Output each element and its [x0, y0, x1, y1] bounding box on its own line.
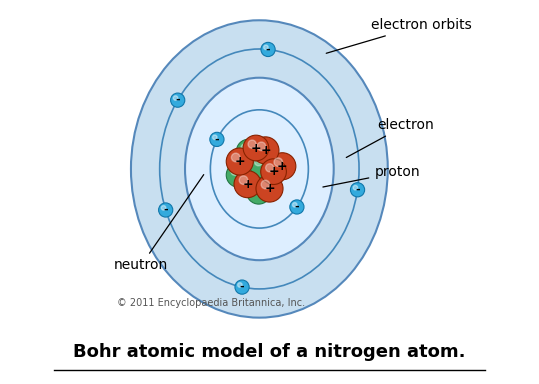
Circle shape	[293, 203, 297, 207]
Ellipse shape	[131, 20, 388, 318]
Text: -: -	[295, 202, 299, 212]
Text: +: +	[264, 182, 275, 195]
Circle shape	[234, 170, 261, 198]
Circle shape	[246, 180, 271, 204]
Circle shape	[248, 140, 256, 148]
Circle shape	[241, 144, 249, 152]
Text: -: -	[215, 134, 219, 144]
Text: © 2011 Encyclopaedia Britannica, Inc.: © 2011 Encyclopaedia Britannica, Inc.	[118, 298, 306, 308]
Circle shape	[231, 167, 239, 175]
Circle shape	[257, 142, 266, 151]
Text: +: +	[260, 144, 271, 157]
Circle shape	[238, 283, 242, 287]
Text: +: +	[268, 165, 279, 178]
Text: Bohr atomic model of a nitrogen atom.: Bohr atomic model of a nitrogen atom.	[73, 343, 466, 361]
Circle shape	[256, 175, 283, 202]
Circle shape	[250, 154, 274, 178]
Circle shape	[251, 184, 259, 192]
Text: +: +	[251, 142, 261, 154]
Circle shape	[269, 153, 296, 180]
Text: +: +	[234, 155, 245, 168]
Circle shape	[290, 200, 304, 214]
Circle shape	[226, 163, 251, 187]
Circle shape	[237, 139, 261, 164]
Circle shape	[235, 280, 249, 294]
Text: -: -	[175, 95, 180, 105]
Ellipse shape	[185, 78, 334, 260]
Text: neutron: neutron	[114, 175, 204, 272]
Circle shape	[261, 42, 275, 56]
Circle shape	[226, 148, 253, 175]
Circle shape	[210, 132, 224, 146]
Circle shape	[274, 158, 282, 167]
Circle shape	[350, 183, 364, 197]
Text: -: -	[266, 45, 271, 55]
Circle shape	[174, 96, 178, 100]
Circle shape	[171, 93, 185, 107]
Text: -: -	[240, 282, 244, 292]
Circle shape	[254, 158, 262, 166]
Circle shape	[243, 135, 269, 161]
Text: +: +	[242, 178, 253, 191]
Circle shape	[158, 203, 173, 217]
Text: electron orbits: electron orbits	[326, 18, 472, 53]
Circle shape	[353, 185, 358, 190]
Circle shape	[266, 164, 274, 172]
Circle shape	[231, 153, 240, 162]
Circle shape	[252, 137, 279, 164]
Text: electron: electron	[346, 118, 434, 157]
Text: -: -	[355, 185, 360, 195]
Circle shape	[261, 180, 270, 189]
Text: proton: proton	[323, 166, 420, 187]
Circle shape	[261, 159, 286, 184]
Circle shape	[239, 176, 248, 184]
Text: -: -	[163, 205, 168, 215]
Text: +: +	[277, 160, 288, 173]
Circle shape	[212, 135, 217, 139]
Circle shape	[161, 205, 166, 210]
Circle shape	[264, 45, 268, 50]
